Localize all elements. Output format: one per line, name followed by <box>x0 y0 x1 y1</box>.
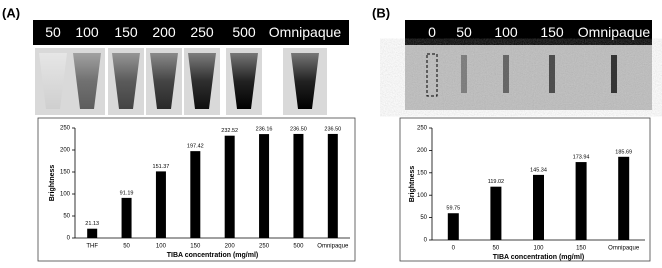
y-tick-label: 150 <box>60 170 71 176</box>
tube <box>39 53 67 109</box>
x-axis-label: TIBA concentration (mg/ml) <box>493 254 585 261</box>
image-header <box>33 20 349 45</box>
image-label: 200 <box>152 24 176 40</box>
tube-strip <box>611 55 617 93</box>
bar <box>490 186 502 240</box>
x-axis-label: TIBA concentration (mg/ml) <box>167 252 259 259</box>
chart-frame <box>37 117 356 262</box>
x-tick-label: 100 <box>533 246 544 252</box>
x-tick-label: 150 <box>576 246 587 252</box>
bar <box>618 156 630 240</box>
y-tick-label: 250 <box>417 126 428 132</box>
y-tick-label: 100 <box>60 192 71 198</box>
value-label: 197.42 <box>187 144 204 150</box>
value-label: 151.37 <box>153 164 170 170</box>
bar <box>447 213 459 240</box>
image-label: 50 <box>456 24 472 40</box>
value-label: 59.75 <box>446 206 460 212</box>
x-tick-label: Omnipaque <box>317 244 349 250</box>
bar <box>87 228 98 238</box>
bar <box>224 135 235 238</box>
value-label: 236.50 <box>290 126 307 132</box>
x-tick-label: 0 <box>452 246 456 252</box>
tube <box>73 53 101 109</box>
value-label: 145.34 <box>530 167 547 173</box>
y-tick-label: 50 <box>420 215 427 221</box>
y-tick-label: 50 <box>63 214 70 220</box>
y-tick-label: 150 <box>417 170 428 176</box>
value-label: 232.52 <box>221 128 238 134</box>
value-label: 185.69 <box>615 149 632 155</box>
image-header <box>405 20 652 45</box>
y-tick-label: 0 <box>67 236 71 242</box>
y-tick-label: 250 <box>60 126 71 132</box>
bar <box>190 151 201 238</box>
image-label: 250 <box>190 24 214 40</box>
value-label: 21.13 <box>85 221 99 227</box>
tube-strip <box>461 55 467 93</box>
tube <box>291 53 319 109</box>
y-tick-label: 200 <box>417 148 428 154</box>
photo-noise <box>405 45 652 110</box>
image-label: Omnipaque <box>578 24 651 40</box>
image-label: 150 <box>114 24 138 40</box>
value-label: 173.94 <box>573 155 590 161</box>
y-tick-label: 100 <box>417 193 428 199</box>
value-label: 91.19 <box>120 190 134 196</box>
image-label: 100 <box>75 24 99 40</box>
image-label: 0 <box>428 24 436 40</box>
x-tick-label: 50 <box>123 244 130 250</box>
bar <box>121 197 132 238</box>
tube-strip <box>549 55 555 93</box>
image-label: 500 <box>232 24 256 40</box>
x-tick-label: 500 <box>293 244 304 250</box>
x-tick-label: 250 <box>259 244 270 250</box>
x-tick-label: 150 <box>190 244 201 250</box>
value-label: 236.50 <box>324 126 341 132</box>
panel-label: (A) <box>2 5 20 20</box>
y-axis-label: Brightness <box>409 166 416 203</box>
y-tick-label: 200 <box>60 148 71 154</box>
value-label: 236.16 <box>256 127 273 133</box>
y-axis-label: Brightness <box>49 165 56 202</box>
bar <box>155 171 166 238</box>
x-tick-label: 200 <box>225 244 236 250</box>
tube <box>230 53 258 109</box>
bar <box>575 162 587 240</box>
bar <box>327 133 338 238</box>
y-tick-label: 0 <box>424 238 428 244</box>
value-label: 119.02 <box>488 179 504 185</box>
x-tick-label: THF <box>86 244 98 250</box>
x-tick-label: 100 <box>156 244 167 250</box>
chart-frame <box>399 117 651 262</box>
image-label: 50 <box>45 24 61 40</box>
image-label: 150 <box>540 24 564 40</box>
empty-tube <box>426 53 438 97</box>
bar <box>533 174 544 240</box>
tube <box>112 53 140 109</box>
tube <box>188 53 216 109</box>
x-tick-label: 50 <box>493 246 500 252</box>
tube <box>150 53 178 109</box>
image-label: Omnipaque <box>269 24 342 40</box>
panel-label: (B) <box>372 5 390 20</box>
x-tick-label: Omnipaque <box>608 246 640 252</box>
tube-strip <box>503 55 509 93</box>
bar <box>259 134 270 238</box>
bar <box>293 133 304 238</box>
image-label: 100 <box>494 24 518 40</box>
